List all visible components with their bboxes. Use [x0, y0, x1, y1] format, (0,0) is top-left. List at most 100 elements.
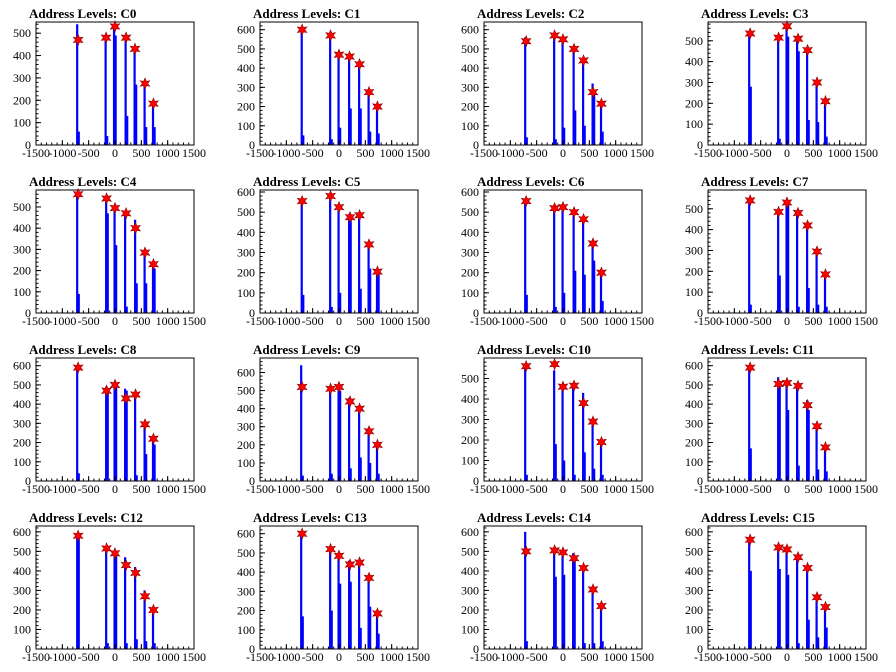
- bar: [106, 390, 109, 481]
- peak-marker: [819, 94, 831, 108]
- x-tick-label: -500: [78, 146, 100, 160]
- bar: [563, 127, 566, 145]
- bar: [348, 397, 351, 481]
- y-tick-label: 300: [13, 416, 31, 430]
- bar: [134, 392, 137, 481]
- x-tick-label: 1000: [380, 482, 404, 496]
- bar: [302, 294, 305, 313]
- bar: [823, 606, 827, 649]
- peak-marker: [109, 201, 121, 215]
- bar: [583, 452, 586, 481]
- x-tick-label: -500: [750, 314, 772, 328]
- bar: [145, 283, 148, 313]
- peak-marker: [819, 268, 831, 281]
- x-tick-label: 1000: [380, 314, 404, 328]
- bar: [525, 294, 528, 313]
- chart-title: Address Levels: C0: [29, 6, 136, 21]
- y-tick-label: 500: [13, 378, 31, 392]
- chart-svg: Address Levels: C10 0 100 200 300 400 500 -1500…: [461, 342, 654, 496]
- x-tick-label: -500: [302, 650, 324, 664]
- bar: [807, 409, 810, 481]
- bar: [817, 637, 820, 649]
- bar: [330, 139, 333, 145]
- bar: [593, 643, 596, 649]
- peak-marker: [325, 542, 337, 556]
- y-tick-label: 100: [13, 455, 31, 469]
- peak-marker: [520, 194, 532, 208]
- bar: [582, 218, 585, 313]
- bar: [135, 639, 138, 649]
- bar: [106, 643, 109, 649]
- peak-marker: [781, 196, 793, 209]
- peak-marker: [147, 257, 159, 271]
- peak-marker: [578, 561, 589, 575]
- bar: [339, 127, 342, 145]
- peak-marker: [792, 32, 804, 45]
- bar: [806, 49, 809, 145]
- bar: [330, 306, 333, 313]
- x-tick-label: -1500: [22, 482, 50, 496]
- bar: [143, 423, 146, 481]
- x-tick-label: 500: [356, 482, 374, 496]
- bar: [748, 537, 751, 649]
- chart-panel: Address Levels: C10 0 100 200 300 400 500 -1500…: [448, 336, 672, 504]
- y-tick-label: 500: [237, 546, 255, 560]
- bar: [143, 590, 146, 649]
- y-tick-label: 300: [685, 583, 703, 597]
- y-tick-label: 100: [461, 119, 479, 133]
- x-tick-label: -1000: [272, 314, 300, 328]
- y-tick-label: 100: [13, 116, 31, 130]
- bar: [817, 469, 820, 481]
- peak-marker: [325, 189, 337, 203]
- bar: [105, 200, 108, 313]
- y-tick-label: 100: [13, 622, 31, 636]
- x-tick-label: -1000: [720, 650, 748, 664]
- y-tick-label: 100: [237, 456, 255, 470]
- bar: [337, 554, 340, 649]
- x-tick-label: 1500: [630, 314, 654, 328]
- peak-marker: [802, 561, 813, 575]
- chart-title: Address Levels: C7: [701, 174, 809, 189]
- y-tick-label: 500: [461, 205, 479, 219]
- peak-marker: [130, 566, 141, 580]
- chart-title: Address Levels: C8: [29, 342, 137, 357]
- bar: [143, 82, 146, 145]
- bar: [375, 270, 379, 313]
- bar: [135, 283, 138, 313]
- chart-title: Address Levels: C12: [29, 510, 143, 525]
- peak-marker: [549, 29, 561, 42]
- peak-marker: [344, 558, 356, 571]
- bar: [348, 54, 351, 145]
- x-tick-label: 1500: [854, 650, 878, 664]
- y-tick-label: 300: [13, 242, 31, 256]
- y-tick-label: 400: [237, 565, 255, 579]
- chart-svg: Address Levels: C00100200300400500-1500-…: [13, 6, 206, 160]
- x-tick-label: 500: [804, 482, 822, 496]
- peak-marker: [587, 583, 599, 596]
- bar: [76, 194, 79, 313]
- x-tick-label: 0: [560, 146, 566, 160]
- peak-marker: [130, 221, 141, 235]
- x-tick-label: 500: [804, 650, 822, 664]
- bar: [113, 553, 116, 649]
- chart-title: Address Levels: C11: [701, 342, 814, 357]
- peak-marker: [819, 600, 831, 614]
- x-tick-label: 500: [804, 314, 822, 328]
- x-tick-label: -1500: [470, 314, 498, 328]
- y-tick-label: 300: [461, 583, 479, 597]
- y-tick-label: 200: [461, 100, 479, 114]
- bar: [582, 392, 585, 481]
- x-tick-label: -1000: [720, 146, 748, 160]
- chart-svg: Address Levels: C13 0 100 200 300 400 500 600 -1…: [237, 510, 430, 664]
- bar: [339, 390, 342, 481]
- bar: [369, 606, 372, 649]
- peak-marker: [568, 551, 580, 565]
- y-tick-label: 600: [461, 525, 479, 539]
- peak-marker: [344, 210, 356, 224]
- y-tick-label: 400: [461, 61, 479, 75]
- bar: [124, 213, 127, 313]
- bar: [561, 551, 564, 649]
- bar: [377, 270, 380, 313]
- bar: [593, 468, 596, 481]
- x-tick-label: 0: [784, 146, 790, 160]
